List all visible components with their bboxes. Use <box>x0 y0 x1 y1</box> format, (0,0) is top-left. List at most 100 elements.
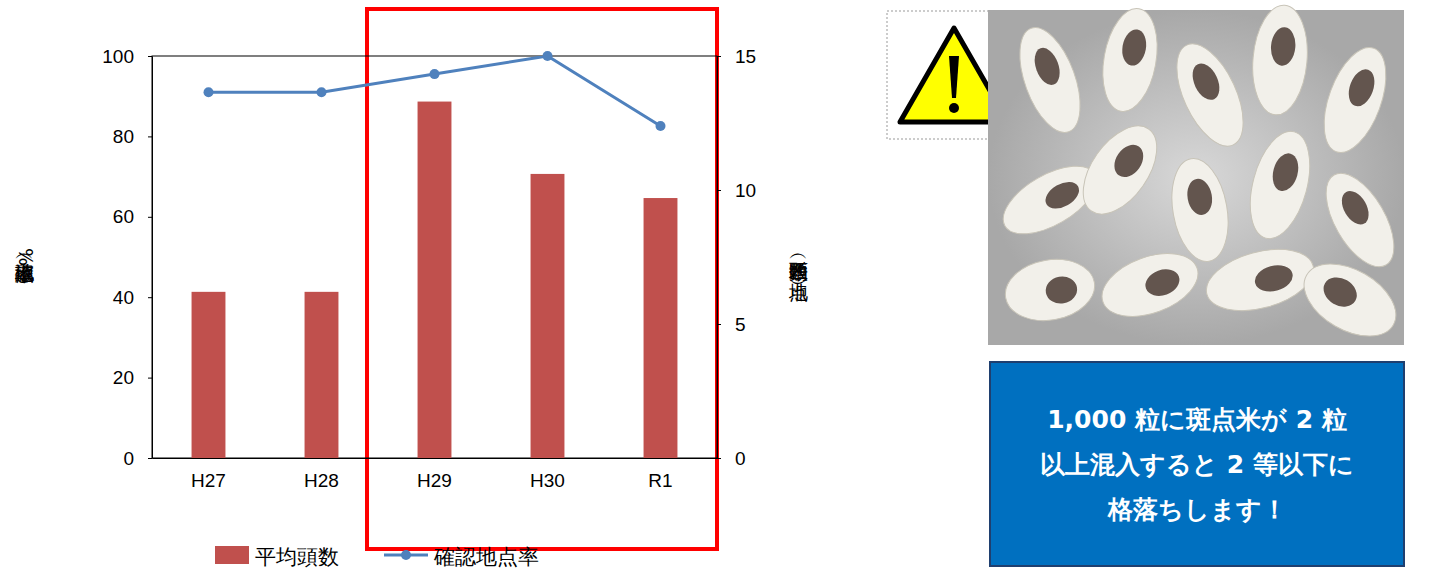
grain <box>1312 162 1407 277</box>
grain <box>1200 239 1321 322</box>
tick-label: 40 <box>113 287 134 308</box>
photo <box>988 3 1408 351</box>
grain <box>1248 3 1311 117</box>
tick-mark <box>148 136 152 137</box>
grain-spot <box>1318 272 1362 313</box>
grain <box>1164 154 1235 266</box>
y2-axis-title: 平均頭数（匹／地点） <box>789 248 811 303</box>
grain <box>1008 20 1093 140</box>
tick-label: 100 <box>102 46 134 67</box>
callout: 1,000 粒に斑点米が 2 粒以上混入すると 2 等以下に格落ちします！ <box>990 362 1404 566</box>
tick: 0 <box>123 448 152 469</box>
grain-spot <box>1142 265 1184 301</box>
grain-spot <box>1041 176 1084 214</box>
grain-spot <box>1185 177 1215 217</box>
bar <box>418 102 452 458</box>
tick-label: 0 <box>123 448 134 469</box>
legend-label: 平均頭数 <box>255 545 339 569</box>
tick: 100 <box>102 46 152 67</box>
tick: H29 <box>417 458 452 491</box>
tick-label: 15 <box>735 46 756 67</box>
grain-spot <box>1269 150 1302 193</box>
tick-label: H27 <box>191 470 226 491</box>
y2-axis: 0 5 10 15 <box>717 46 756 469</box>
marker <box>656 121 666 131</box>
tick-label: 5 <box>735 314 746 335</box>
callout-text: 格落ちします！ <box>1107 495 1287 524</box>
grain <box>1068 113 1171 227</box>
axis-line <box>717 57 718 459</box>
x-axis: H27 H28 H29 H30 R1 <box>153 458 718 491</box>
tick-label: H29 <box>417 470 452 491</box>
grain-spot <box>1120 28 1149 68</box>
tick-label: 10 <box>735 180 756 201</box>
bar <box>644 198 678 458</box>
tick: 5 <box>717 314 746 335</box>
tick: 80 <box>113 126 152 147</box>
tick-mark <box>148 56 152 57</box>
marks <box>192 56 678 458</box>
legend-item: 平均頭数 <box>215 545 339 569</box>
bar <box>305 292 339 458</box>
grain-spot <box>1344 66 1379 110</box>
callout-text: 1,000 粒に斑点米が 2 粒 <box>1047 405 1347 434</box>
grain-spot <box>1336 186 1374 229</box>
icon-bang <box>949 56 959 98</box>
legend-swatch <box>401 550 411 560</box>
icon-dot <box>949 103 959 113</box>
axis-line <box>153 458 718 459</box>
axis-line <box>152 57 153 459</box>
tick-mark <box>717 56 721 57</box>
tick-label: 60 <box>113 206 134 227</box>
grain-spot <box>1252 261 1296 295</box>
tick: H27 <box>191 458 226 491</box>
tick-mark <box>717 458 721 459</box>
tick-label: 80 <box>113 126 134 147</box>
tick-label: R1 <box>648 470 672 491</box>
tick-mark <box>148 458 152 459</box>
grain-spot <box>1269 26 1297 66</box>
grain-spot <box>1187 59 1224 104</box>
plot-frame <box>152 56 717 458</box>
tick: 0 <box>717 448 746 469</box>
y-axis: 0 20 40 60 80 100 <box>102 46 152 469</box>
tick-label: 0 <box>735 448 746 469</box>
tick: 10 <box>717 180 756 201</box>
legend-swatch <box>215 546 249 564</box>
tick: R1 <box>648 458 672 491</box>
callout-box <box>990 362 1404 566</box>
tick: 15 <box>717 46 756 67</box>
grain <box>1093 242 1206 329</box>
tick: 40 <box>113 287 152 308</box>
legend: 平均頭数 確認地点率 <box>215 545 539 569</box>
grain <box>1312 39 1398 160</box>
tick: 60 <box>113 206 152 227</box>
tick-mark <box>148 217 152 218</box>
y-axis-title: 確認地点率（%） <box>15 248 37 284</box>
tick: H30 <box>530 458 565 491</box>
tick-label: 20 <box>113 367 134 388</box>
legend-label: 確認地点率 <box>433 545 539 569</box>
tick-mark <box>717 324 721 325</box>
tick-mark <box>717 190 721 191</box>
grain <box>1000 253 1099 328</box>
grain-spot <box>1108 139 1149 182</box>
marker <box>430 69 440 79</box>
tick: H28 <box>304 458 339 491</box>
marker <box>204 87 214 97</box>
tick-mark <box>148 297 152 298</box>
bar <box>192 292 226 458</box>
grain <box>1292 249 1409 351</box>
grain-spot <box>1030 44 1064 88</box>
canvas: 0 20 40 60 80 100 0 5 10 15 H27 H28 H29 H30 R1 確認地点率（%）… <box>0 0 1432 582</box>
callout-text: 以上混入すると 2 等以下に <box>1040 450 1354 479</box>
tick-label: H30 <box>530 470 565 491</box>
grain <box>1163 34 1257 156</box>
marker <box>543 51 553 61</box>
marker <box>317 87 327 97</box>
legend-item: 確認地点率 <box>384 545 539 569</box>
highlight-box <box>367 9 717 549</box>
line <box>209 56 661 126</box>
bar <box>531 174 565 458</box>
tick: 20 <box>113 367 152 388</box>
